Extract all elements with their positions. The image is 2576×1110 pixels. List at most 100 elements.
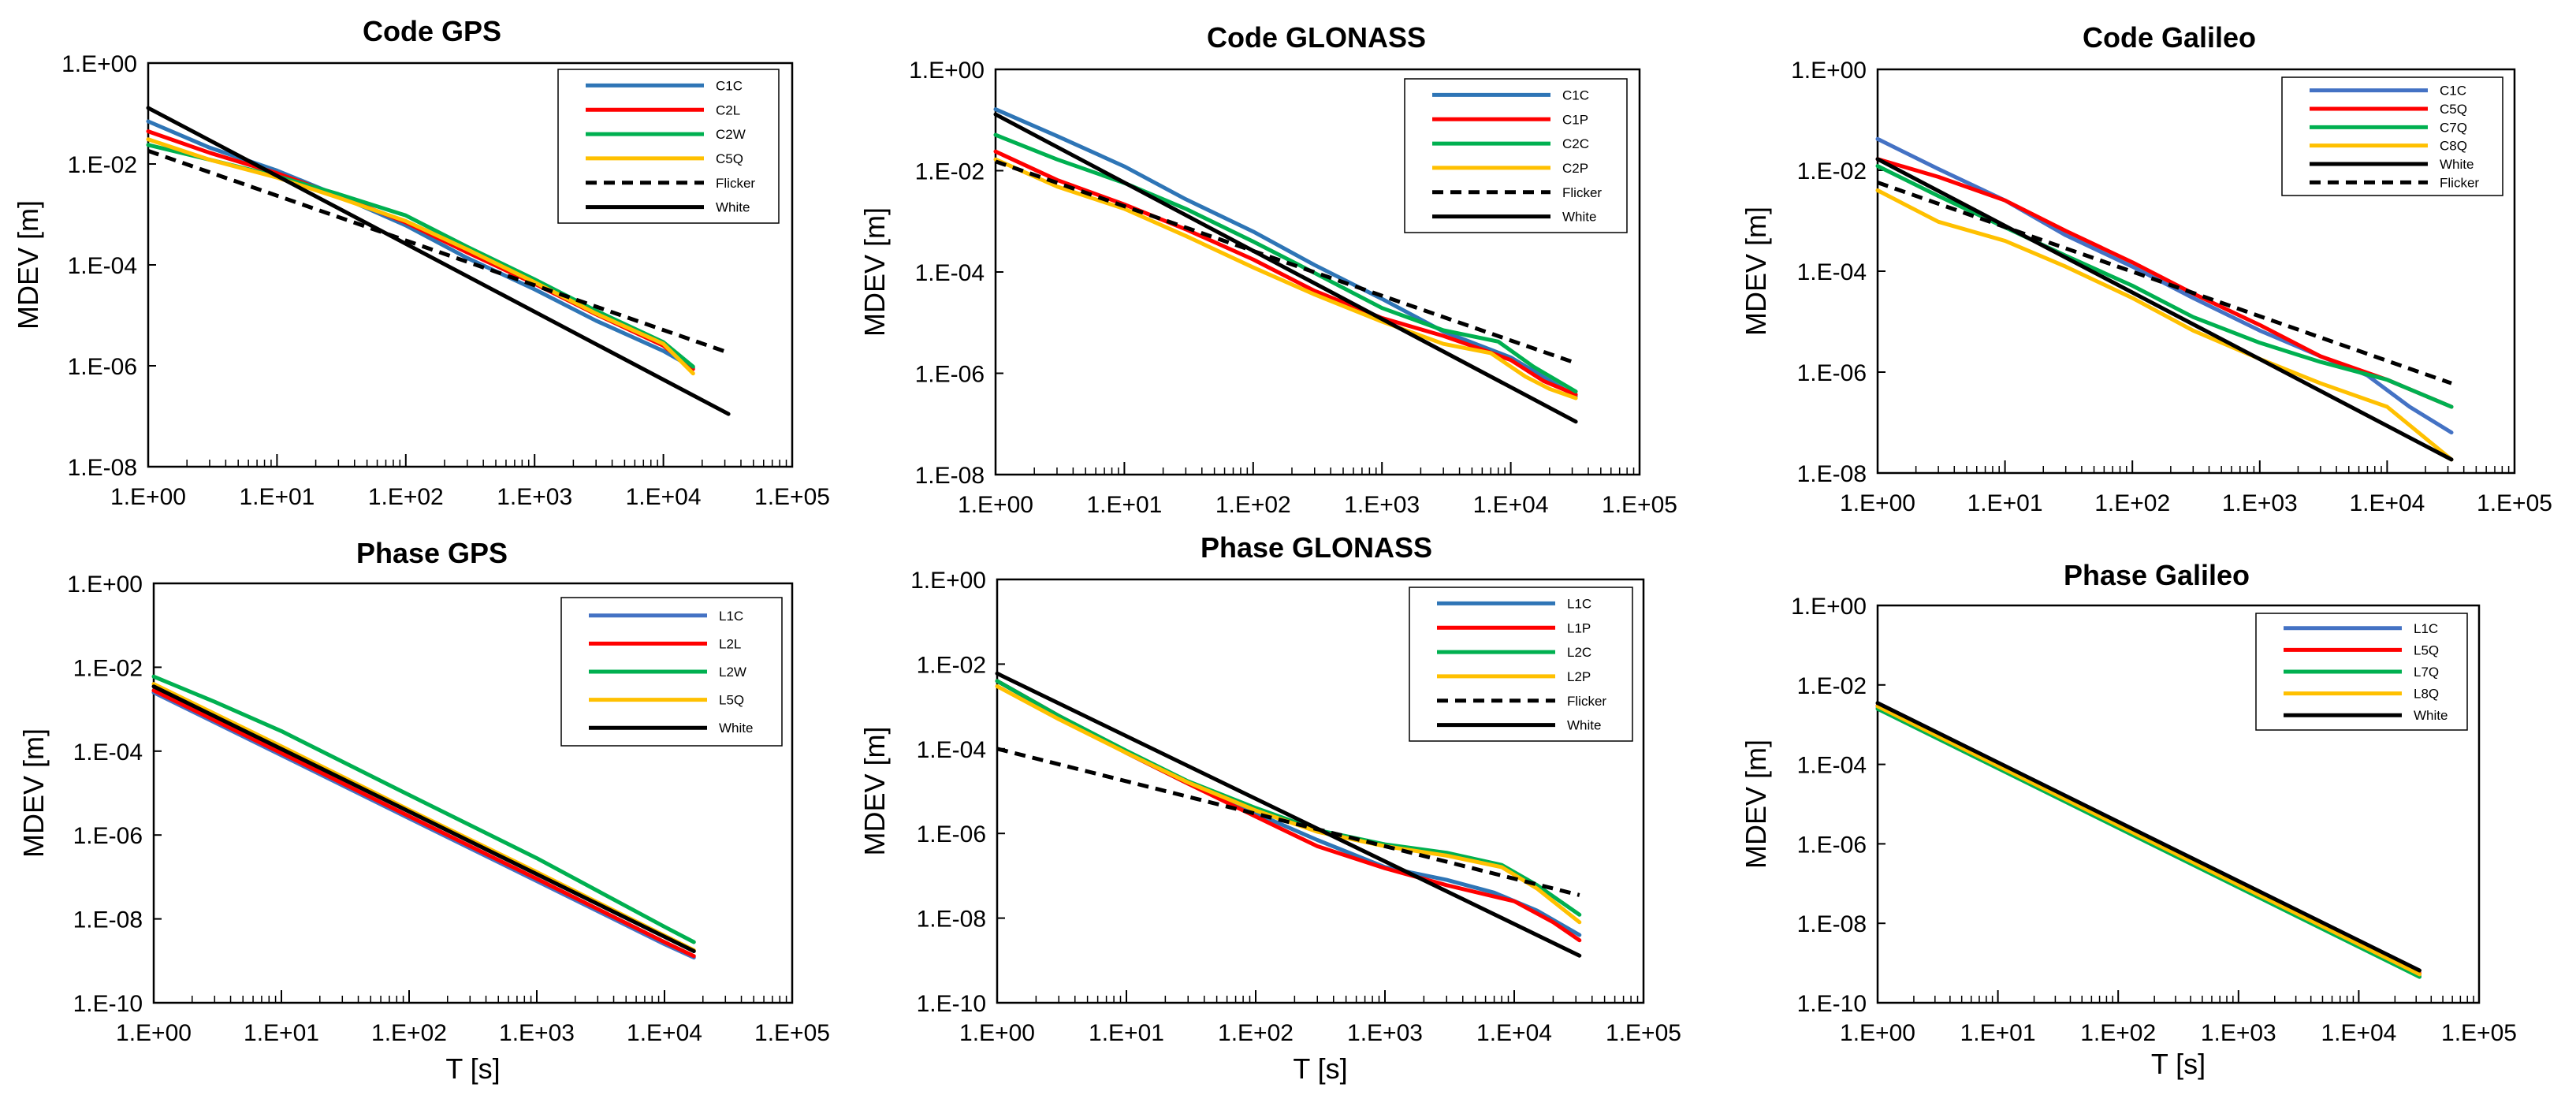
y-tick-label: 1.E-08	[1797, 461, 1867, 487]
y-axis-label: MDEV [m]	[1740, 207, 1772, 336]
series-line-flicker	[996, 747, 1580, 897]
y-tick-label: 1.E-04	[1797, 753, 1867, 779]
x-tick-label: 1.E+02	[371, 1020, 447, 1046]
chart-panel-6: 1.E+00 1.E+01 1.E+02 1.E+03 1.E+04 1.E+05 1.E-…	[1740, 559, 2517, 1080]
legend-label-c1c: C1C	[1562, 88, 1589, 102]
y-tick-label: 1.E-02	[917, 652, 986, 678]
series-line-c1p	[993, 149, 1578, 397]
x-tick-label: 1.E+01	[1089, 1020, 1164, 1046]
x-axis-label: T [s]	[445, 1052, 500, 1085]
x-tick-label: 1.E+05	[1602, 492, 1677, 518]
legend-label-l5q: L5Q	[719, 693, 744, 708]
x-tick-label: 1.E+05	[754, 484, 830, 510]
legend-box	[2281, 76, 2503, 196]
y-tick-label: 1.E-02	[1797, 673, 1867, 699]
series-line-flicker	[1877, 181, 2452, 386]
legend-label-l2l: L2L	[719, 636, 741, 651]
x-tick-label: 1.E+05	[2441, 1020, 2517, 1046]
y-tick-label: 1.E-04	[915, 260, 985, 286]
chart-title: Phase Galileo	[2064, 559, 2250, 591]
x-tick-label: 1.E+00	[116, 1020, 192, 1046]
legend-label-l2c: L2C	[1567, 645, 1591, 660]
legend-label-l1p: L1P	[1567, 620, 1591, 635]
y-tick-label: 1.E-10	[73, 991, 143, 1017]
chart-panel-1: 1.E+00 1.E+01 1.E+02 1.E+03 1.E+04 1.E+05 1.E-…	[12, 15, 830, 510]
legend-label-l1c: L1C	[1567, 596, 1591, 611]
y-tick-label: 1.E-06	[73, 823, 143, 849]
y-tick-label: 1.E-08	[1797, 911, 1867, 937]
series-line-c8q	[1875, 188, 2454, 462]
series-line-c5q	[1875, 157, 2454, 409]
series-line-c1c	[1875, 136, 2454, 435]
legend-label-c1c: C1C	[2440, 84, 2466, 99]
y-tick-label: 1.E-06	[1797, 360, 1867, 386]
series-line-white	[151, 684, 696, 953]
x-tick-label: 1.E+00	[1840, 490, 1915, 516]
x-tick-label: 1.E+02	[2094, 490, 2170, 516]
y-tick-label: 1.E-10	[1797, 991, 1867, 1017]
chart-panel-2: 1.E+00 1.E+01 1.E+02 1.E+03 1.E+04 1.E+05 1.E-…	[858, 21, 1677, 518]
legend-label-c5q: C5Q	[2440, 102, 2467, 117]
y-tick-label: 1.E-04	[917, 737, 986, 763]
series-line-c5q	[146, 137, 695, 376]
y-tick-label: 1.E+00	[1791, 594, 1867, 620]
x-tick-label: 1.E+03	[499, 1020, 575, 1046]
y-axis-label: MDEV [m]	[17, 728, 50, 858]
legend-label-white: White	[2440, 157, 2474, 172]
series-line-white	[1875, 157, 2454, 462]
legend-label-l1c: L1C	[719, 609, 743, 624]
legend-label-l5q: L5Q	[2414, 643, 2439, 657]
legend-label-c1c: C1C	[716, 78, 743, 93]
chart-panel-3: 1.E+00 1.E+01 1.E+02 1.E+03 1.E+04 1.E+05 1.E-…	[1740, 21, 2552, 516]
legend-label-flicker: Flicker	[716, 176, 755, 191]
legend-label-c2p: C2P	[1562, 161, 1588, 176]
chart-title: Phase GLONASS	[1201, 531, 1432, 564]
x-tick-label: 1.E+04	[2321, 1020, 2396, 1046]
x-tick-label: 1.E+02	[2080, 1020, 2156, 1046]
x-tick-label: 1.E+00	[959, 1020, 1035, 1046]
legend-box	[1404, 78, 1628, 233]
y-axis-label: MDEV [m]	[858, 207, 891, 337]
legend: C1C C5Q C7Q C8Q White Flicker	[2281, 76, 2503, 196]
legend-label-c8q: C8Q	[2440, 139, 2467, 154]
y-tick-label: 1.E+00	[67, 572, 143, 598]
series-line-c2c	[993, 132, 1578, 394]
chart-title: Phase GPS	[356, 537, 508, 569]
x-tick-label: 1.E+01	[239, 484, 315, 510]
y-tick-label: 1.E-08	[68, 455, 137, 481]
x-tick-label: 1.E+01	[1960, 1020, 2036, 1046]
x-tick-label: 1.E+03	[1344, 492, 1420, 518]
x-tick-label: 1.E+04	[627, 1020, 702, 1046]
series-line-l2p	[995, 684, 1582, 925]
series-line-l2w	[151, 674, 696, 944]
legend-label-c5q: C5Q	[716, 151, 743, 166]
chart-title: Code GLONASS	[1207, 21, 1426, 54]
y-tick-label: 1.E-04	[73, 739, 143, 765]
x-axis-label: T [s]	[1293, 1052, 1347, 1085]
legend-label-white: White	[719, 721, 753, 736]
y-tick-label: 1.E+00	[61, 51, 137, 77]
x-tick-label: 1.E+00	[1840, 1020, 1915, 1046]
y-tick-label: 1.E-06	[917, 821, 986, 847]
legend: L1C L5Q L7Q L8Q White	[2255, 613, 2468, 731]
x-tick-label: 1.E+00	[958, 492, 1033, 518]
legend-label-c2c: C2C	[1562, 136, 1589, 151]
legend-box	[1409, 587, 1633, 742]
plot-frame	[1876, 604, 2481, 1004]
legend-label-l2w: L2W	[719, 665, 746, 680]
legend: C1C C2L C2W C5Q Flicker White	[557, 69, 780, 224]
series-line-c2p	[993, 157, 1578, 400]
legend-label-l8q: L8Q	[2414, 687, 2439, 702]
legend-label-c2l: C2L	[716, 102, 740, 117]
x-tick-label: 1.E+04	[1473, 492, 1549, 518]
y-tick-label: 1.E-06	[915, 362, 985, 388]
legend-label-white: White	[2414, 708, 2448, 723]
series-line-c1c	[993, 107, 1578, 399]
x-tick-label: 1.E+02	[1218, 1020, 1294, 1046]
x-tick-label: 1.E+01	[1086, 492, 1162, 518]
plot-frame	[996, 578, 1645, 1004]
legend: C1C C1P C2C C2P Flicker White	[1404, 78, 1628, 233]
chart-panel-5: 1.E+00 1.E+01 1.E+02 1.E+03 1.E+04 1.E+05 1.E-…	[858, 531, 1681, 1085]
legend-label-white: White	[716, 200, 750, 215]
